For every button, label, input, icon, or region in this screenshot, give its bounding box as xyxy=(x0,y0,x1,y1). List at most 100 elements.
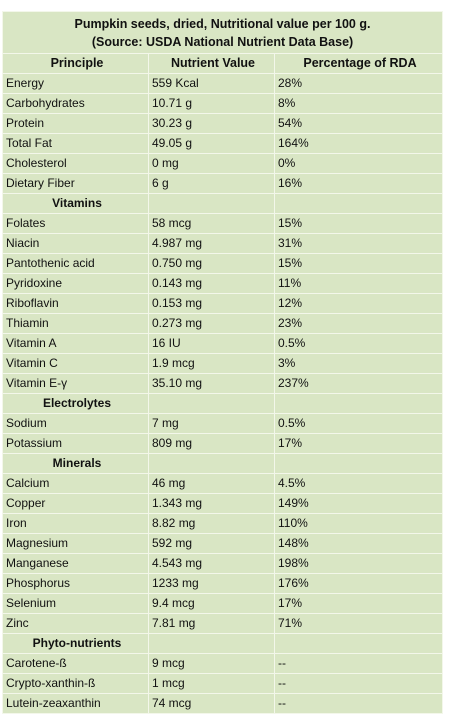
table-row: Vitamin C 1.9 mcg 3% xyxy=(2,353,444,374)
section-header-row: Vitamins xyxy=(2,193,444,214)
empty-cell xyxy=(273,633,444,654)
column-header-nutrient-value: Nutrient Value xyxy=(148,53,275,74)
cell-percentage-rda: 0.5% xyxy=(273,333,444,354)
table-row: Thiamin 0.273 mg 23% xyxy=(2,313,444,334)
table-row: Crypto-xanthin-ß 1 mcg -- xyxy=(2,673,444,694)
cell-percentage-rda: 0.5% xyxy=(273,413,444,434)
table-row: Calcium 46 mg 4.5% xyxy=(2,473,444,494)
cell-nutrient-value: 9 mcg xyxy=(148,653,275,674)
cell-percentage-rda: 110% xyxy=(273,513,444,534)
cell-nutrient-value: 559 Kcal xyxy=(148,73,275,94)
table-header-row: Principle Nutrient Value Percentage of R… xyxy=(2,53,444,74)
cell-nutrient-value: 0 mg xyxy=(148,153,275,174)
column-header-principle: Principle xyxy=(2,53,149,74)
cell-principle: Lutein-zeaxanthin xyxy=(2,693,149,714)
cell-principle: Pyridoxine xyxy=(2,273,149,294)
cell-nutrient-value: 7.81 mg xyxy=(148,613,275,634)
cell-principle: Phosphorus xyxy=(2,573,149,594)
cell-percentage-rda: 54% xyxy=(273,113,444,134)
cell-nutrient-value: 6 g xyxy=(148,173,275,194)
cell-percentage-rda: 11% xyxy=(273,273,444,294)
cell-percentage-rda: 31% xyxy=(273,233,444,254)
cell-percentage-rda: 17% xyxy=(273,433,444,454)
cell-nutrient-value: 1233 mg xyxy=(148,573,275,594)
section-label: Electrolytes xyxy=(2,393,149,414)
cell-principle: Sodium xyxy=(2,413,149,434)
cell-percentage-rda: 237% xyxy=(273,373,444,394)
table-row: Pyridoxine 0.143 mg 11% xyxy=(2,273,444,294)
cell-principle: Cholesterol xyxy=(2,153,149,174)
cell-percentage-rda: 176% xyxy=(273,573,444,594)
cell-nutrient-value: 4.543 mg xyxy=(148,553,275,574)
cell-principle: Niacin xyxy=(2,233,149,254)
table-title-line-1: Pumpkin seeds, dried, Nutritional value … xyxy=(74,16,371,31)
cell-nutrient-value: 16 IU xyxy=(148,333,275,354)
empty-cell xyxy=(148,193,275,214)
section-header-row: Electrolytes xyxy=(2,393,444,414)
empty-cell xyxy=(148,453,275,474)
cell-principle: Riboflavin xyxy=(2,293,149,314)
cell-principle: Total Fat xyxy=(2,133,149,154)
cell-principle: Magnesium xyxy=(2,533,149,554)
table-row: Copper 1.343 mg 149% xyxy=(2,493,444,514)
cell-nutrient-value: 46 mg xyxy=(148,473,275,494)
table-row: Lutein-zeaxanthin 74 mcg -- xyxy=(2,693,444,714)
cell-percentage-rda: 198% xyxy=(273,553,444,574)
table-row: Vitamin A 16 IU 0.5% xyxy=(2,333,444,354)
cell-principle: Protein xyxy=(2,113,149,134)
cell-principle: Copper xyxy=(2,493,149,514)
cell-principle: Crypto-xanthin-ß xyxy=(2,673,149,694)
cell-principle: Vitamin A xyxy=(2,333,149,354)
table-row: Riboflavin 0.153 mg 12% xyxy=(2,293,444,314)
section-header-row: Minerals xyxy=(2,453,444,474)
table-row: Manganese 4.543 mg 198% xyxy=(2,553,444,574)
table-row: Cholesterol 0 mg 0% xyxy=(2,153,444,174)
table-row: Dietary Fiber 6 g 16% xyxy=(2,173,444,194)
cell-nutrient-value: 58 mcg xyxy=(148,213,275,234)
table-row: Vitamin E-γ 35.10 mg 237% xyxy=(2,373,444,394)
table-title-line-2: (Source: USDA National Nutrient Data Bas… xyxy=(91,34,354,49)
cell-percentage-rda: 15% xyxy=(273,213,444,234)
table-row: Zinc 7.81 mg 71% xyxy=(2,613,444,634)
cell-nutrient-value: 0.273 mg xyxy=(148,313,275,334)
cell-principle: Calcium xyxy=(2,473,149,494)
cell-principle: Vitamin C xyxy=(2,353,149,374)
table-row: Energy 559 Kcal 28% xyxy=(2,73,444,94)
cell-nutrient-value: 30.23 g xyxy=(148,113,275,134)
column-header-percentage-rda: Percentage of RDA xyxy=(273,53,444,74)
cell-percentage-rda: 12% xyxy=(273,293,444,314)
cell-principle: Iron xyxy=(2,513,149,534)
cell-percentage-rda: 149% xyxy=(273,493,444,514)
cell-nutrient-value: 1 mcg xyxy=(148,673,275,694)
table-row: Phosphorus 1233 mg 176% xyxy=(2,573,444,594)
cell-nutrient-value: 592 mg xyxy=(148,533,275,554)
cell-percentage-rda: 23% xyxy=(273,313,444,334)
cell-principle: Vitamin E-γ xyxy=(2,373,149,394)
cell-percentage-rda: 15% xyxy=(273,253,444,274)
nutrition-table-container: Pumpkin seeds, dried, Nutritional value … xyxy=(1,11,444,714)
cell-nutrient-value: 10.71 g xyxy=(148,93,275,114)
cell-percentage-rda: 28% xyxy=(273,73,444,94)
nutrition-table: Pumpkin seeds, dried, Nutritional value … xyxy=(1,11,444,714)
cell-principle: Potassium xyxy=(2,433,149,454)
cell-percentage-rda: 4.5% xyxy=(273,473,444,494)
cell-percentage-rda: 17% xyxy=(273,593,444,614)
cell-nutrient-value: 0.153 mg xyxy=(148,293,275,314)
table-title: Pumpkin seeds, dried, Nutritional value … xyxy=(1,11,444,54)
table-row: Niacin 4.987 mg 31% xyxy=(2,233,444,254)
cell-percentage-rda: 8% xyxy=(273,93,444,114)
empty-cell xyxy=(273,453,444,474)
cell-nutrient-value: 1.343 mg xyxy=(148,493,275,514)
table-row: Selenium 9.4 mcg 17% xyxy=(2,593,444,614)
cell-principle: Carotene-ß xyxy=(2,653,149,674)
table-row: Protein 30.23 g 54% xyxy=(2,113,444,134)
cell-principle: Folates xyxy=(2,213,149,234)
cell-percentage-rda: -- xyxy=(273,653,444,674)
cell-principle: Pantothenic acid xyxy=(2,253,149,274)
cell-percentage-rda: -- xyxy=(273,673,444,694)
section-label: Minerals xyxy=(2,453,149,474)
cell-principle: Carbohydrates xyxy=(2,93,149,114)
table-row: Potassium 809 mg 17% xyxy=(2,433,444,454)
cell-percentage-rda: 16% xyxy=(273,173,444,194)
cell-percentage-rda: -- xyxy=(273,693,444,714)
